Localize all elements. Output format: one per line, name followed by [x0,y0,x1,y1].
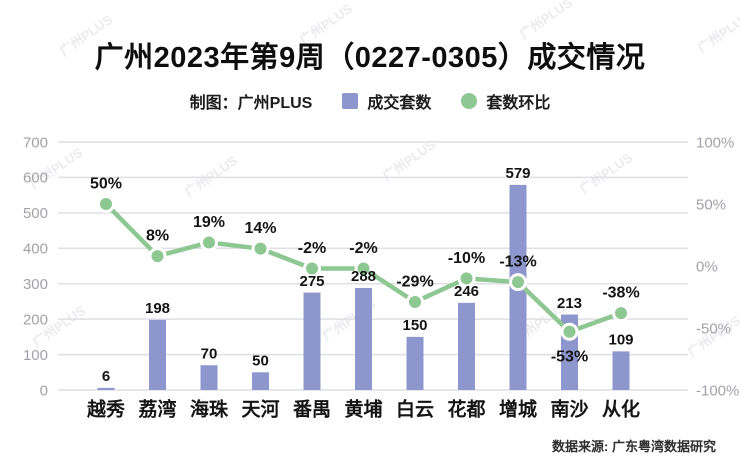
bar [355,287,372,390]
left-axis-tick-label: 200 [23,311,48,328]
trend-value-label: -13% [499,254,536,271]
trend-marker [97,195,115,213]
left-axis-tick-label: 0 [40,382,48,399]
x-axis-label: 番禺 [292,399,331,421]
bar-value-label: 70 [201,345,218,362]
left-axis-tick-label: 400 [23,241,48,258]
trend-value-label: -10% [448,250,485,267]
bar-value-label: 288 [351,268,376,285]
legend-line-label: 套数环比 [486,95,551,112]
left-axis-tick-label: 500 [23,205,48,222]
trend-marker [303,259,321,278]
bar [200,365,218,390]
trend-value-label: -2% [349,240,377,257]
chart-title: 广州2023年第9周（0227-0305）成交情况 [94,42,646,74]
x-axis-label: 越秀 [86,398,126,421]
right-axis-tick-label: -50% [696,320,731,337]
bar [303,292,321,390]
bar-value-label: 246 [454,283,479,300]
x-axis-label: 南沙 [550,399,588,421]
bar-value-label: 579 [505,165,530,182]
bar [149,319,166,390]
bar [406,336,424,390]
x-axis-label: 花都 [447,398,485,421]
trend-value-label: 19% [193,214,225,231]
bar-value-label: 275 [299,273,324,290]
legend-bar-label: 成交套数 [367,95,432,112]
trend-marker [457,269,476,288]
trend-value-label: -53% [551,348,588,365]
left-axis-tick-label: 700 [23,134,48,151]
trend-value-label: -2% [298,240,326,257]
trend-marker [406,292,424,311]
data-source-note: 数据来源: 广东粤湾数据研究 [552,439,716,454]
right-axis-tick-label: 0% [696,258,718,275]
bar-value-label: 150 [402,317,427,334]
legend: 制图：广州PLUS 成交套数 套数环比 [0,89,740,113]
trend-marker [509,273,527,292]
trend-marker [612,304,630,323]
trend-marker [560,322,579,341]
x-axis-label: 从化 [602,398,640,421]
bar-value-label: 6 [102,368,110,385]
x-axis-label: 增城 [499,398,537,421]
right-axis-tick-label: 100% [696,134,734,151]
bar-value-label: 198 [145,300,170,317]
trend-value-label: -29% [396,274,433,291]
left-axis-tick-label: 100 [23,347,48,364]
trend-value-label: 14% [244,220,276,237]
right-axis-tick-label: -100% [696,382,739,399]
legend-credit: 制图：广州PLUS [189,95,313,112]
x-axis-label: 白云 [396,398,434,421]
line-series-swatch-icon [461,93,478,109]
trend-value-label: -38% [602,285,639,302]
x-axis-label: 海珠 [190,398,229,421]
bar [458,302,475,390]
trend-marker [148,247,167,266]
bar [612,351,630,390]
right-axis-tick-label: 50% [696,196,726,213]
trend-value-label: 8% [146,228,169,245]
bar-series-swatch-icon [342,93,359,109]
legend-item-bar-series: 成交套数 [342,89,431,113]
left-axis-tick-label: 300 [23,276,48,293]
trend-marker [200,233,218,252]
bar [252,372,269,390]
bar-value-label: 213 [557,295,582,312]
legend-item-line-series: 套数环比 [461,89,550,113]
x-axis-label: 黄埔 [344,398,382,421]
trend-marker [251,239,270,258]
bar [97,387,115,390]
left-axis-tick-label: 600 [23,170,48,187]
x-axis-label: 天河 [241,399,279,421]
trend-marker [354,259,373,278]
bar-value-label: 109 [608,332,633,349]
trend-value-label: 50% [90,176,122,193]
bar-value-label: 50 [252,353,269,370]
x-axis-label: 荔湾 [138,398,176,421]
